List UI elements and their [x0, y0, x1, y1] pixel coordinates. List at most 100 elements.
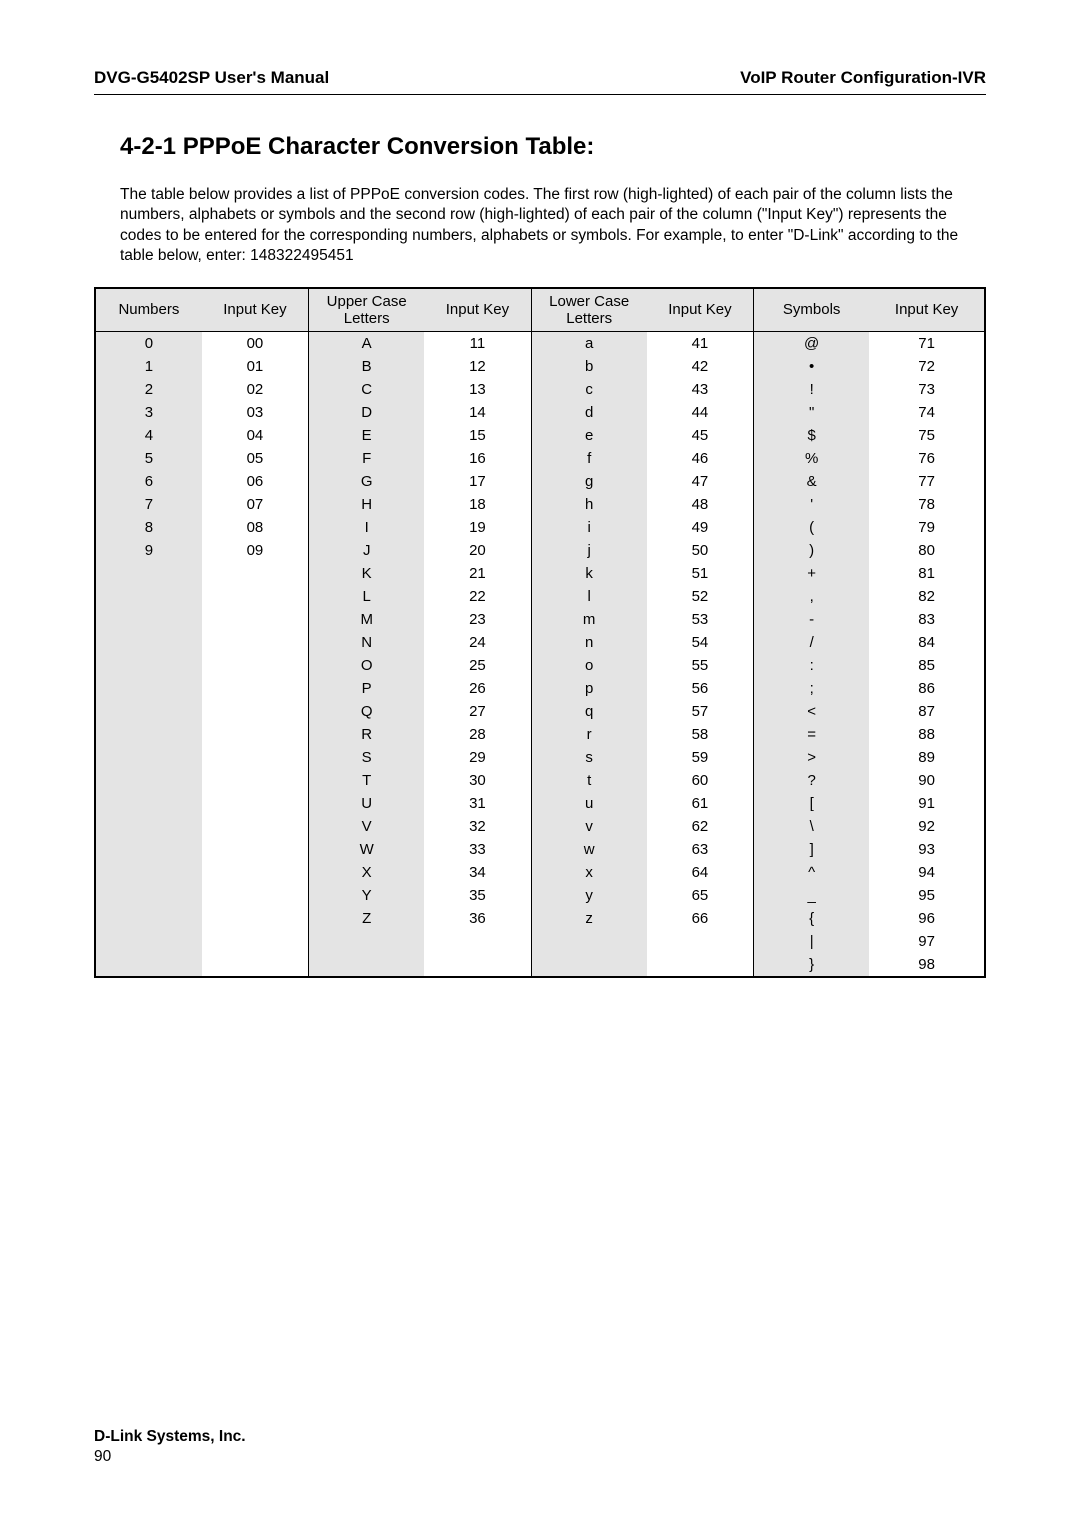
table-cell: 74: [869, 401, 985, 424]
table-cell: !: [754, 378, 870, 401]
table-cell: 61: [647, 792, 754, 815]
table-cell: 50: [647, 539, 754, 562]
table-row: 606G17g47&77: [95, 470, 985, 493]
table-cell: [95, 884, 202, 907]
table-cell: 62: [647, 815, 754, 838]
table-cell: [202, 769, 309, 792]
table-row: K21k51+81: [95, 562, 985, 585]
header-rule: [94, 94, 986, 95]
table-cell: ': [754, 493, 870, 516]
table-cell: q: [531, 700, 647, 723]
table-cell: 51: [647, 562, 754, 585]
table-cell: [202, 953, 309, 977]
table-cell: ;: [754, 677, 870, 700]
table-row: 404E15e45$75: [95, 424, 985, 447]
table-cell: [424, 930, 531, 953]
table-row: 505F16f46%76: [95, 447, 985, 470]
table-cell: [95, 608, 202, 631]
table-row: |97: [95, 930, 985, 953]
table-cell: 98: [869, 953, 985, 977]
table-cell: =: [754, 723, 870, 746]
table-cell: 19: [424, 516, 531, 539]
table-cell: 49: [647, 516, 754, 539]
table-row: 000A11a41@71: [95, 332, 985, 356]
table-cell: o: [531, 654, 647, 677]
table-cell: p: [531, 677, 647, 700]
table-cell: 72: [869, 355, 985, 378]
table-cell: 60: [647, 769, 754, 792]
table-cell: Z: [309, 907, 425, 930]
table-cell: j: [531, 539, 647, 562]
page-header: DVG-G5402SP User's Manual VoIP Router Co…: [94, 68, 986, 88]
table-cell: [202, 562, 309, 585]
table-cell: s: [531, 746, 647, 769]
table-cell: 26: [424, 677, 531, 700]
table-row: P26p56;86: [95, 677, 985, 700]
table-header-cell: Symbols: [754, 288, 870, 332]
table-cell: D: [309, 401, 425, 424]
table-cell: [95, 792, 202, 815]
table-cell: 5: [95, 447, 202, 470]
table-row: X34x64^94: [95, 861, 985, 884]
table-cell: ): [754, 539, 870, 562]
table-row: U31u61[91: [95, 792, 985, 815]
table-cell: 94: [869, 861, 985, 884]
table-cell: a: [531, 332, 647, 356]
table-cell: [202, 884, 309, 907]
table-cell: [95, 585, 202, 608]
table-cell: 71: [869, 332, 985, 356]
table-cell: 11: [424, 332, 531, 356]
table-cell: 82: [869, 585, 985, 608]
table-cell: [309, 930, 425, 953]
table-cell: t: [531, 769, 647, 792]
table-cell: 53: [647, 608, 754, 631]
table-cell: 96: [869, 907, 985, 930]
table-row: }98: [95, 953, 985, 977]
table-cell: i: [531, 516, 647, 539]
table-cell: 20: [424, 539, 531, 562]
table-cell: I: [309, 516, 425, 539]
table-cell: 86: [869, 677, 985, 700]
table-cell: 24: [424, 631, 531, 654]
table-cell: R: [309, 723, 425, 746]
table-cell: J: [309, 539, 425, 562]
table-cell: 41: [647, 332, 754, 356]
table-cell: 08: [202, 516, 309, 539]
table-cell: |: [754, 930, 870, 953]
table-cell: +: [754, 562, 870, 585]
table-cell: 8: [95, 516, 202, 539]
table-cell: 05: [202, 447, 309, 470]
table-cell: 85: [869, 654, 985, 677]
table-cell: 16: [424, 447, 531, 470]
table-cell: 7: [95, 493, 202, 516]
table-cell: T: [309, 769, 425, 792]
table-cell: y: [531, 884, 647, 907]
table-header-cell: Input Key: [869, 288, 985, 332]
table-cell: 59: [647, 746, 754, 769]
table-cell: [95, 723, 202, 746]
table-cell: [202, 700, 309, 723]
page: DVG-G5402SP User's Manual VoIP Router Co…: [0, 0, 1080, 1527]
table-cell: 02: [202, 378, 309, 401]
table-cell: 64: [647, 861, 754, 884]
table-cell: [202, 861, 309, 884]
table-cell: >: [754, 746, 870, 769]
table-cell: &: [754, 470, 870, 493]
table-cell: 07: [202, 493, 309, 516]
table-cell: c: [531, 378, 647, 401]
table-cell: 97: [869, 930, 985, 953]
table-cell: 36: [424, 907, 531, 930]
table-row: 707H18h48'78: [95, 493, 985, 516]
table-cell: [531, 953, 647, 977]
table-cell: 34: [424, 861, 531, 884]
table-cell: l: [531, 585, 647, 608]
table-cell: 54: [647, 631, 754, 654]
table-cell: [202, 930, 309, 953]
table-cell: e: [531, 424, 647, 447]
table-cell: [202, 815, 309, 838]
table-row: M23m53-83: [95, 608, 985, 631]
table-cell: w: [531, 838, 647, 861]
table-cell: 75: [869, 424, 985, 447]
table-cell: 42: [647, 355, 754, 378]
table-cell: F: [309, 447, 425, 470]
